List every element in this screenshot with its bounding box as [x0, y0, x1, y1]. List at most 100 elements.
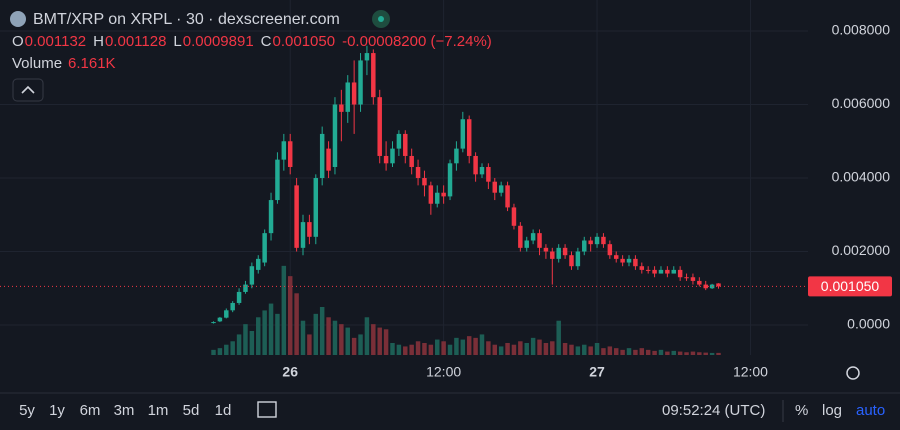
volume-bar: [224, 344, 229, 355]
candle-body: [658, 269, 664, 274]
candle-body: [319, 133, 325, 179]
candle-body: [492, 181, 498, 193]
collapse-button[interactable]: [12, 78, 44, 102]
candle-body: [281, 141, 287, 160]
range-button[interactable]: 5d: [183, 402, 200, 419]
volume-bar: [677, 351, 683, 355]
range-button[interactable]: 1m: [148, 402, 169, 419]
candle-body: [671, 269, 676, 274]
volume-bar: [543, 343, 549, 355]
change-value: -0.00008200 (−7.24%): [342, 33, 492, 50]
candle-body: [601, 236, 606, 245]
volume-bar: [613, 348, 619, 355]
candle-body: [377, 97, 382, 156]
range-button[interactable]: 1d: [215, 402, 232, 419]
volume-bar: [319, 307, 325, 355]
percent-toggle[interactable]: %: [795, 402, 808, 419]
volume-bar: [287, 276, 293, 355]
log-toggle[interactable]: log: [822, 402, 842, 419]
volume-bar: [524, 343, 529, 355]
collapse-icon: [21, 85, 35, 94]
candle-body: [582, 240, 587, 252]
ohlc-key: O: [12, 33, 24, 50]
volume-bar: [294, 293, 299, 355]
volume-bar: [582, 344, 587, 355]
settings-button[interactable]: [846, 366, 860, 380]
candle-body: [415, 166, 421, 179]
candle-body: [550, 251, 555, 259]
ohlc-value: 0.0009891: [183, 33, 254, 50]
volume-bar: [588, 346, 593, 355]
candle-body: [716, 283, 721, 287]
range-button[interactable]: 5y: [19, 402, 35, 419]
volume-bar: [428, 344, 434, 355]
candle-body: [505, 185, 510, 208]
y-tick-label: 0.008000: [832, 22, 891, 38]
candle-body: [543, 247, 549, 252]
candle-body: [371, 53, 376, 98]
candle-body: [530, 233, 536, 241]
volume-bar: [473, 337, 478, 355]
volume-bar: [230, 341, 235, 355]
candle-body: [422, 178, 427, 186]
candle-body: [339, 104, 344, 112]
volume-bar: [460, 339, 466, 355]
volume-bar: [281, 265, 287, 355]
volume-bar: [645, 349, 651, 355]
volume-bar: [537, 339, 542, 355]
candle-body: [511, 207, 517, 226]
x-tick-label: 12:00: [733, 364, 768, 380]
candle-body: [620, 258, 625, 263]
volume-bar: [684, 352, 689, 355]
volume-bar: [633, 349, 638, 355]
volume-bar: [351, 337, 357, 355]
axes: 0.0000 0.002000 0.004000 0.006000 0.008000 26…: [0, 22, 892, 380]
candle-body: [390, 148, 395, 164]
volume-bar: [709, 352, 715, 355]
volume-bar: [396, 344, 402, 355]
volume-bar: [447, 344, 453, 355]
date-range-button[interactable]: [257, 401, 277, 418]
volume-bar: [313, 313, 319, 355]
candle-body: [396, 133, 402, 149]
volume-bar: [601, 348, 606, 355]
ohlc-key: H: [93, 33, 104, 50]
volume-bar: [466, 336, 472, 355]
candle-body: [428, 185, 434, 204]
range-button[interactable]: 1y: [49, 402, 65, 419]
candle-body: [300, 222, 306, 248]
range-button[interactable]: 3m: [114, 402, 135, 419]
candle-body: [684, 277, 689, 279]
volume-bar: [243, 324, 248, 355]
volume-bar: [479, 334, 485, 355]
volume-bar: [454, 337, 459, 355]
candle-body: [645, 269, 651, 271]
candle-body: [403, 133, 408, 156]
candle-body: [345, 82, 350, 112]
volume-bar: [211, 349, 216, 355]
candle-body: [358, 60, 363, 105]
volume-bar: [486, 341, 491, 355]
volume-bar: [498, 346, 504, 355]
volume-bar: [492, 344, 498, 355]
candle-body: [447, 163, 453, 197]
volume-bar: [620, 349, 625, 355]
auto-toggle[interactable]: auto: [856, 402, 885, 419]
volume-bar: [639, 348, 645, 355]
volume-bar: [415, 341, 421, 355]
candle-body: [569, 255, 574, 267]
candle-body: [287, 141, 293, 167]
volume-bar: [307, 334, 312, 355]
volume-bar: [562, 343, 568, 355]
volume-bar: [607, 346, 613, 355]
volume-bar: [556, 320, 561, 355]
volume-bar: [690, 351, 696, 355]
y-tick-label: 0.002000: [832, 242, 891, 258]
candle-body: [652, 269, 657, 274]
clock: 09:52:24 (UTC): [662, 402, 765, 419]
volume-bar: [390, 343, 395, 355]
candle-body: [332, 104, 338, 167]
range-button[interactable]: 6m: [80, 402, 101, 419]
volume-bar: [441, 341, 446, 355]
